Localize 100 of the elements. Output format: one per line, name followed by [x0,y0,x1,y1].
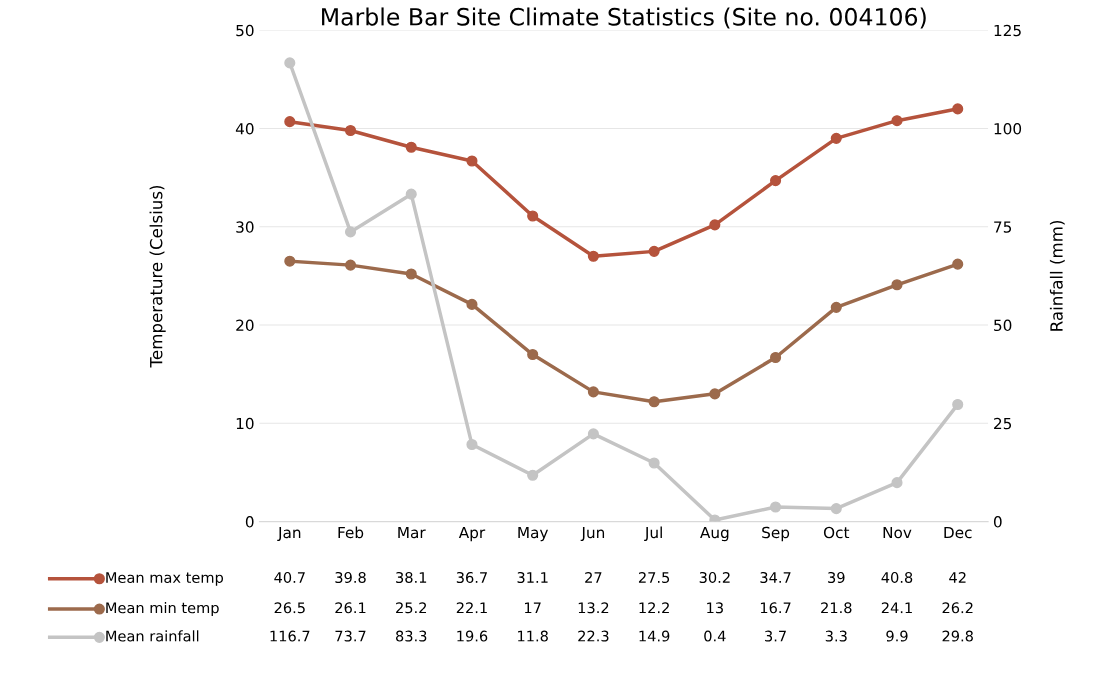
point [587,428,599,440]
y-tick-label: 50 [236,24,254,37]
data-label: 25.2 [396,602,427,614]
data-label: 26.2 [942,602,973,614]
x-tick-label: Jan [277,526,301,542]
data-label: 12.2 [639,602,669,614]
point [830,503,842,515]
y-tick-label: 40 [235,123,254,135]
chart-title: Marble Bar Site Climate Statistics (Site no. 004106) [322,7,926,29]
point [284,255,296,267]
point [405,188,417,200]
point [891,279,903,291]
x-tick-label: Jul [644,526,662,542]
data-label: 42 [949,571,966,583]
point [466,438,478,451]
data-label: 22.1 [456,602,487,614]
data-label: 31.1 [517,571,548,584]
point [527,210,539,222]
point [284,116,296,128]
y2-tick-label: 75 [994,221,1012,233]
y2-tick-label: 25 [994,417,1012,430]
data-label: 22.3 [578,630,609,642]
y-tick-label: 30 [236,221,254,233]
y2-axis-title: Rainfall (mm) [1049,221,1065,331]
point [466,155,478,167]
point [952,258,964,270]
data-label: 19.6 [457,630,488,642]
x-tick-label: Mar [398,526,426,539]
x-tick-label: May [518,526,549,542]
point [648,396,660,408]
data-label: 27.5 [638,571,670,584]
data-label: 26.5 [274,602,305,614]
point [527,469,539,481]
point [770,175,782,187]
y2-tick-label: 50 [994,319,1012,332]
data-label: 39.8 [335,571,366,584]
data-label: 73.7 [335,630,366,642]
data-label: 17 [525,602,541,614]
x-tick-label: Nov [883,526,912,539]
point [587,250,599,262]
data-label: 29.8 [942,630,973,642]
point [405,141,417,153]
y2-tick-label: 0 [993,516,1002,528]
y2-tick-label: 125 [994,24,1021,37]
data-label: 30.2 [699,571,730,584]
x-tick-label: Aug [700,526,729,542]
y-tick-label: 0 [245,516,254,528]
data-label: 116.7 [270,630,310,642]
data-label: 0.4 [704,630,726,642]
point [527,348,539,361]
data-label: 40.8 [881,571,913,584]
legend-label: Mean rainfall [106,630,199,642]
point [405,268,417,280]
data-label: 14.9 [639,630,670,642]
data-label: 16.7 [760,602,791,614]
point [648,457,660,469]
data-label: 26.1 [335,602,366,614]
point [830,132,842,144]
data-label: 38.1 [396,571,427,584]
point [952,103,964,115]
point [466,298,478,310]
legend-label: Mean min temp [106,602,219,617]
data-label: 11.8 [518,630,548,642]
data-label: 13 [707,602,723,614]
data-label: 3.3 [825,630,847,642]
point [344,124,357,137]
data-label: 9.9 [886,630,908,642]
point [344,259,357,271]
data-label: 13.2 [578,602,609,614]
x-tick-label: Dec [944,526,972,539]
point [770,351,782,364]
data-label: 36.7 [456,571,487,584]
point [344,226,357,238]
legend-label: Mean max temp [106,572,224,586]
x-tick-label: Jun [580,526,605,542]
data-label: 40.7 [274,571,305,584]
data-label: 24.1 [881,602,912,614]
y-axis-title: Temperature (Celsius) [149,185,166,368]
data-label: 21.8 [821,602,852,614]
point [284,57,296,69]
x-tick-label: Apr [458,526,486,542]
x-tick-label: Feb [338,526,364,539]
point [709,388,721,400]
point [770,501,782,513]
x-tick-label: Sep [762,526,790,542]
point [587,386,599,398]
y2-tick-label: 100 [994,123,1022,135]
point [830,301,842,313]
point [709,219,721,231]
point [648,245,660,257]
x-tick-label: Oct [823,526,850,539]
y-tick-label: 20 [236,319,254,332]
data-label: 39 [828,571,845,584]
point [952,398,964,411]
data-label: 34.7 [760,571,791,584]
data-label: 3.7 [765,630,786,642]
y-tick-label: 10 [236,417,254,430]
data-label: 27 [585,571,602,583]
point [891,115,903,127]
data-label: 83.3 [395,630,427,642]
